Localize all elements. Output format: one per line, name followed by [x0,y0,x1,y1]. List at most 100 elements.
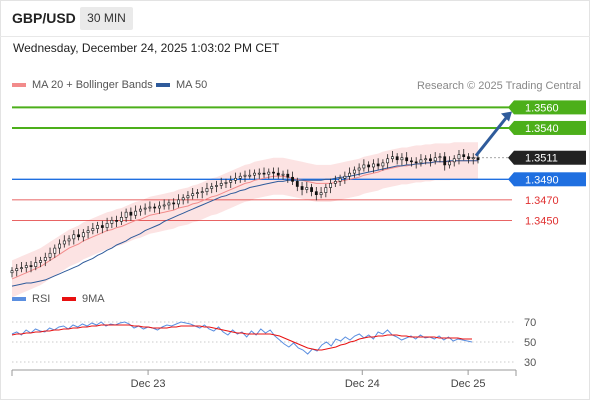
candle [34,256,38,271]
candle-body [267,171,271,175]
candle-body [219,183,223,186]
candle-body [362,164,366,169]
candle-body [395,156,399,161]
candle [100,220,104,234]
legend-rsi: RSI [12,293,50,305]
candle-body [210,186,214,189]
candle [158,201,161,214]
candle [205,182,209,196]
candle [291,171,294,185]
price-label-pointer [508,150,514,165]
candle-body [77,234,80,238]
candle [43,252,47,267]
candle [243,170,247,182]
candle [286,169,290,183]
candle [343,171,347,184]
candle [200,187,204,199]
candle-body [429,158,432,162]
candle [376,158,380,170]
price-label-box [514,100,586,115]
price-label-box [514,172,586,187]
candle-body [329,183,332,188]
candle-body [443,156,447,166]
candle [196,189,199,199]
candle-body [357,167,361,171]
candle-body [158,205,161,209]
candle-body [381,162,385,167]
rsi-tick-label: 70 [524,317,536,329]
candle [352,166,356,178]
candle [338,174,342,186]
candle [400,153,404,166]
x-tick-label: Dec 25 [451,378,486,390]
candle-body [162,204,166,207]
candle-body [400,157,404,161]
candle [310,183,313,197]
legend-rsi-ma-swatch [62,297,76,302]
candle [257,168,261,179]
candle-body [105,223,109,228]
header-divider [0,36,590,37]
price-label-1.3470: 1.3470 [525,195,559,207]
candle [167,199,171,210]
candle [191,188,195,200]
candle [105,217,109,232]
candle [329,178,332,194]
candle [300,181,304,196]
candle-body [391,156,394,160]
candle [333,175,337,187]
candle-body [272,171,275,174]
candle-body [424,158,428,161]
candle-body [138,208,142,212]
candle-body [119,216,123,222]
research-credit: Research © 2025 Trading Central [416,80,581,92]
candle [386,154,390,169]
candle-body [452,158,456,163]
candle-body [205,188,209,192]
candle-body [462,154,466,158]
candle-body [115,220,119,222]
candle [186,191,190,204]
price-label-box [514,150,586,165]
candle-body [243,174,247,177]
rsi-tick-label: 30 [524,357,536,369]
candle [177,194,180,208]
candle [267,168,271,179]
candle-body [96,225,99,229]
chart-datetime: Wednesday, December 24, 2025 1:03:02 PM … [13,41,280,55]
candle [53,244,57,258]
rsi-line [11,321,473,355]
candle [148,201,152,212]
candle-body [467,156,470,160]
candle [391,151,394,163]
candle [219,177,223,190]
price-label-text: 1.3511 [525,153,558,165]
candle-body [386,158,390,164]
candle [153,203,157,213]
interval-button[interactable]: 30 MIN [80,7,133,30]
candle [24,261,28,273]
candle-body [191,193,195,197]
candle [224,178,228,189]
candle-body [257,172,261,175]
price-label-pointer [508,172,514,187]
candle [471,153,475,165]
candle [452,155,456,167]
candle [77,229,80,241]
candle [319,187,323,199]
candle [134,205,138,219]
candle-body [34,262,38,267]
price-label-box [514,120,586,135]
candle [414,157,418,169]
candle [110,216,114,229]
candle-body [352,169,356,174]
candle [67,235,71,246]
candle [138,205,142,216]
candle-body [167,202,171,206]
price-label-1.3560: 1.3560 [508,100,586,115]
candle-body [181,197,185,201]
candle-body [20,267,23,269]
candle [215,180,218,193]
candle-body [234,177,237,181]
